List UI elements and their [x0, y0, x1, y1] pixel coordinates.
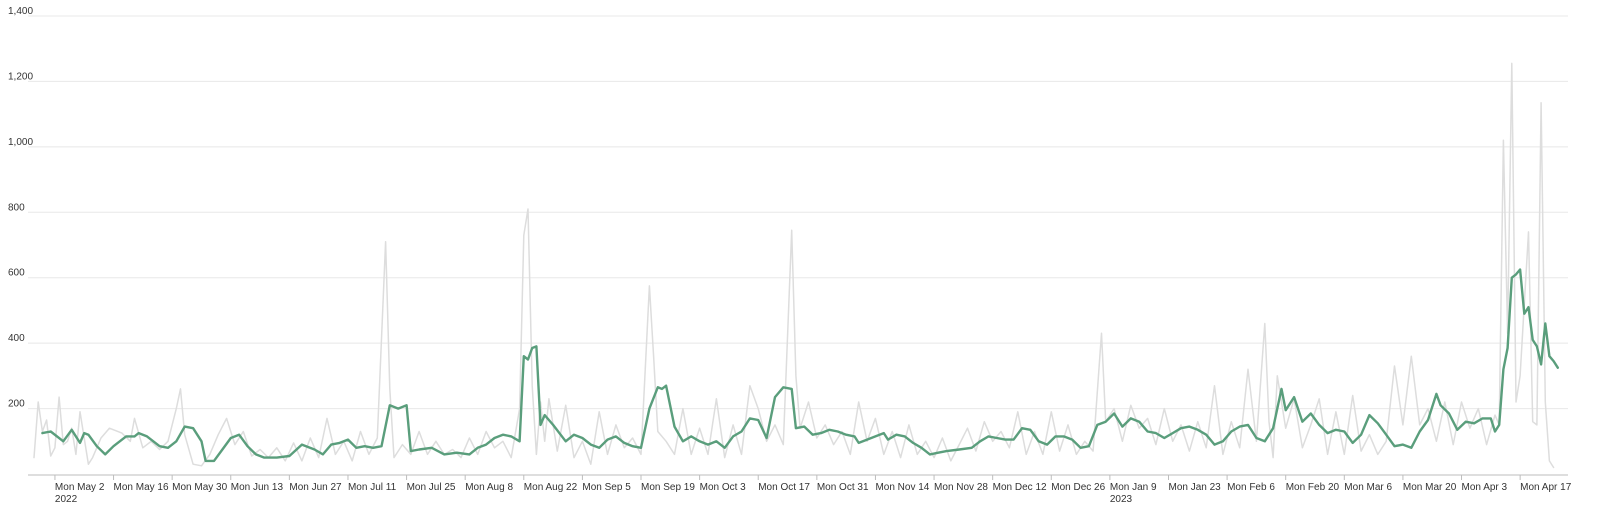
- x-tick-label: Mon Dec 26: [1051, 482, 1105, 493]
- y-tick-label: 400: [8, 333, 25, 344]
- x-tick-label: Mon Dec 12: [993, 482, 1047, 493]
- plot-area: [33, 62, 1559, 469]
- y-tick-label: 1,200: [8, 71, 33, 82]
- x-tick-label: Mon Aug 22: [524, 482, 578, 493]
- y-tick-label: 200: [8, 399, 25, 410]
- x-tick-label: Mon Sep 5: [582, 482, 631, 493]
- series-line-smoothed: [41, 268, 1559, 463]
- x-tick-label: Mon Jul 11: [348, 482, 397, 493]
- grid-lines: [28, 15, 1568, 410]
- x-tick-label: Mon May 16: [114, 482, 169, 493]
- x-tick-year-label: 2022: [55, 494, 78, 505]
- x-tick-label: Mon Jun 27: [289, 482, 342, 493]
- x-tick-label: Mon Oct 17: [758, 482, 810, 493]
- series-line-daily: [33, 62, 1555, 469]
- y-tick-label: 1,400: [8, 6, 33, 17]
- x-tick-label: Mon Feb 6: [1227, 482, 1275, 493]
- y-tick-label: 800: [8, 202, 25, 213]
- x-tick-label: Mon Mar 6: [1344, 482, 1392, 493]
- x-tick-label: Mon Jan 9: [1110, 482, 1157, 493]
- y-tick-label: 600: [8, 268, 25, 279]
- y-tick-label: 1,000: [8, 137, 33, 148]
- x-tick-label: Mon May 2: [55, 482, 105, 493]
- x-tick-label: Mon Nov 14: [875, 482, 929, 493]
- y-axis: 200 400 600 800 1,000 1,200 1,400: [8, 6, 33, 410]
- x-tick-label: Mon Jan 23: [1168, 482, 1221, 493]
- x-tick-label: Mon Oct 31: [817, 482, 869, 493]
- x-tick-label: Mon Jun 13: [231, 482, 284, 493]
- x-tick-label: Mon Aug 8: [465, 482, 513, 493]
- x-tick-label: Mon Apr 17: [1520, 482, 1572, 493]
- x-tick-label: Mon May 30: [172, 482, 227, 493]
- x-tick-label: Mon Apr 3: [1462, 482, 1508, 493]
- x-tick-year-label: 2023: [1110, 494, 1133, 505]
- x-tick-label: Mon Sep 19: [641, 482, 695, 493]
- x-tick-label: Mon Nov 28: [934, 482, 988, 493]
- x-tick-label: Mon Jul 25: [407, 482, 456, 493]
- x-tick-label: Mon Mar 20: [1403, 482, 1457, 493]
- x-tick-label: Mon Feb 20: [1286, 482, 1340, 493]
- x-tick-label: Mon Oct 3: [700, 482, 747, 493]
